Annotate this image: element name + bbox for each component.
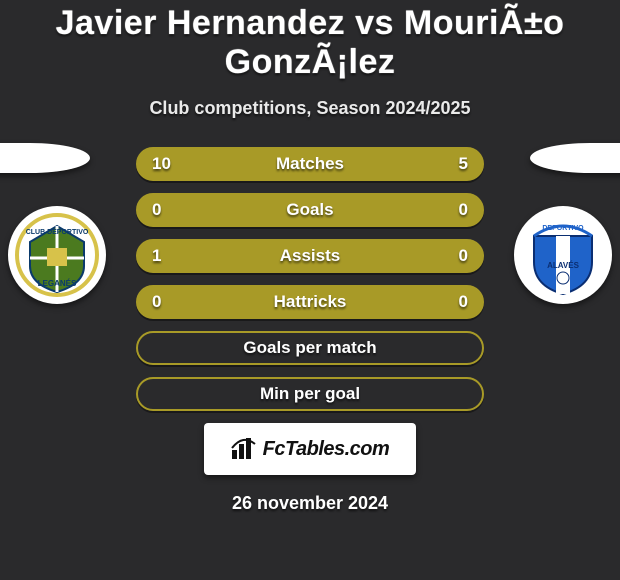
club-badge-left: CLUB DEPORTIVO LEGANÉS: [8, 206, 106, 304]
stat-label: Hattricks: [274, 292, 347, 312]
stat-row: Matches 10 5: [136, 147, 484, 181]
stat-label: Goals: [286, 200, 333, 220]
stat-rows: Matches105Goals00Assists10Hattricks00Goa…: [136, 147, 484, 411]
svg-text:CLUB DEPORTIVO: CLUB DEPORTIVO: [26, 229, 89, 236]
comparison-stage: CLUB DEPORTIVO LEGANÉS DEPORTIVO ALAVÉS: [0, 147, 620, 411]
player-photo-right: [530, 143, 620, 173]
stat-value-left: 0: [152, 292, 161, 312]
right-side: DEPORTIVO ALAVÉS: [500, 139, 620, 419]
club-badge-right: DEPORTIVO ALAVÉS: [514, 206, 612, 304]
alaves-crest-icon: DEPORTIVO ALAVÉS: [520, 212, 606, 298]
stat-value-left: 10: [152, 154, 171, 174]
bars-icon: [231, 438, 257, 460]
svg-text:DEPORTIVO: DEPORTIVO: [542, 225, 584, 232]
fctables-logo: FcTables.com: [204, 423, 416, 475]
stat-value-left: 0: [152, 200, 161, 220]
stat-row: Goals 0 0: [136, 193, 484, 227]
stat-value-right: 0: [459, 200, 468, 220]
stat-row: Hattricks 0 0: [136, 285, 484, 319]
subtitle: Club competitions, Season 2024/2025: [0, 98, 620, 119]
player-photo-left: [0, 143, 90, 173]
stat-row: Min per goal: [136, 377, 484, 411]
svg-text:ALAVÉS: ALAVÉS: [547, 261, 580, 270]
stat-label: Min per goal: [260, 384, 360, 404]
stat-row: Assists 1 0: [136, 239, 484, 273]
stat-row: Goals per match: [136, 331, 484, 365]
stat-value-right: 5: [459, 154, 468, 174]
fctables-text: FcTables.com: [263, 438, 390, 461]
stat-value-right: 0: [459, 292, 468, 312]
page-title: Javier Hernandez vs MouriÃ±o GonzÃ¡lez: [0, 4, 620, 82]
stat-value-left: 1: [152, 246, 161, 266]
left-side: CLUB DEPORTIVO LEGANÉS: [0, 139, 120, 419]
svg-text:LEGANÉS: LEGANÉS: [38, 279, 77, 288]
date-label: 26 november 2024: [0, 493, 620, 514]
stat-label: Goals per match: [243, 338, 376, 358]
stat-value-right: 0: [459, 246, 468, 266]
stat-label: Matches: [276, 154, 344, 174]
leganes-crest-icon: CLUB DEPORTIVO LEGANÉS: [14, 212, 100, 298]
stat-label: Assists: [280, 246, 340, 266]
